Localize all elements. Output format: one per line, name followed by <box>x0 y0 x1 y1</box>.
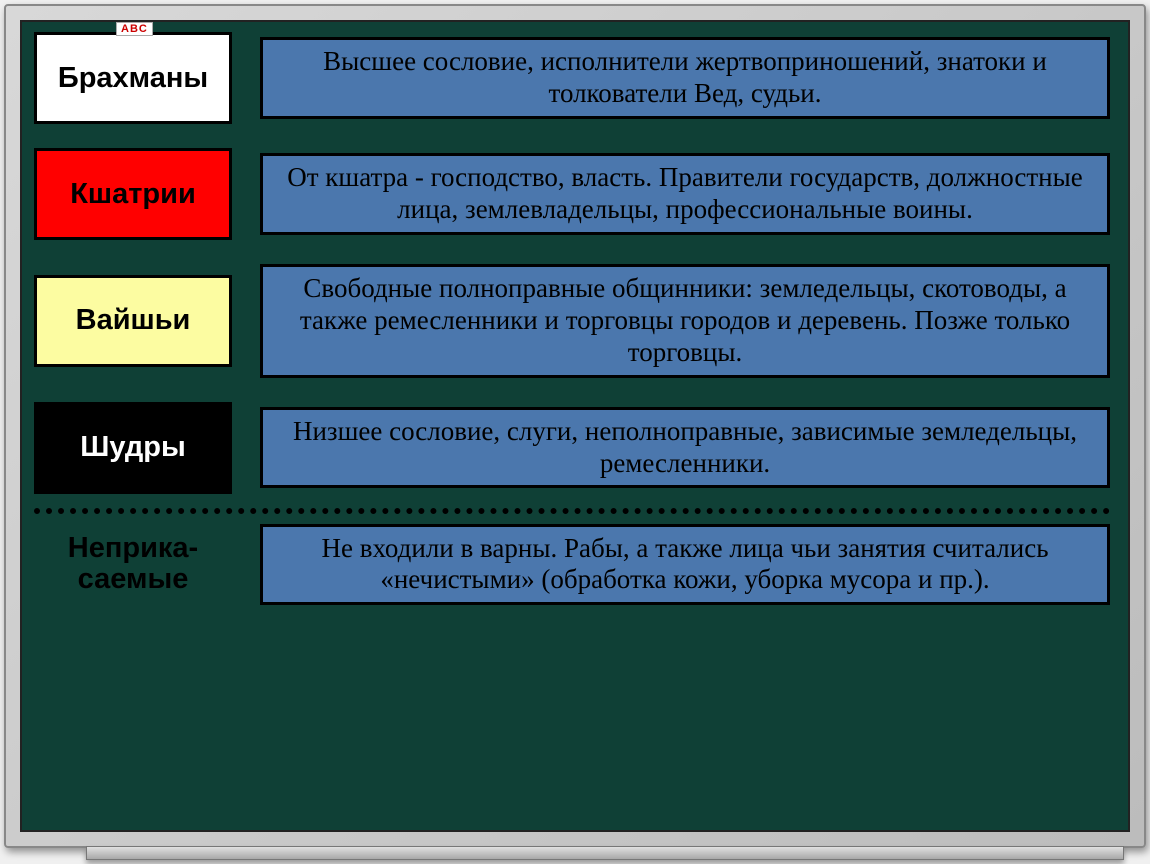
abc-tag: ABC <box>116 22 153 36</box>
row-kshatriyas: Кшатрии От кшатра - господство, власть. … <box>34 148 1110 240</box>
desc-brahmans: Высшее сословие, исполнители жертвоприно… <box>260 37 1110 119</box>
label-vaishyas: Вайшьи <box>34 275 232 367</box>
marker-tray <box>86 846 1124 860</box>
divider-line <box>34 508 1110 514</box>
label-brahmans: Брахманы <box>34 32 232 124</box>
desc-vaishyas: Свободные полноправные общинники: землед… <box>260 264 1110 378</box>
row-shudras: Шудры Низшее сословие, слуги, неполнопра… <box>34 402 1110 494</box>
desc-shudras: Низшее сословие, слуги, неполноправные, … <box>260 407 1110 489</box>
row-untouchables: Неприка- саемые Не входили в варны. Рабы… <box>34 524 1110 606</box>
desc-untouchables: Не входили в варны. Рабы, а также лица ч… <box>260 524 1110 606</box>
row-brahmans: Брахманы Высшее сословие, исполнители же… <box>34 32 1110 124</box>
whiteboard-frame: ABC Брахманы Высшее сословие, исполнител… <box>4 4 1146 848</box>
label-untouchables: Неприка- саемые <box>34 533 232 597</box>
row-vaishyas: Вайшьи Свободные полноправные общинники:… <box>34 264 1110 378</box>
label-kshatriyas: Кшатрии <box>34 148 232 240</box>
desc-kshatriyas: От кшатра - господство, власть. Правител… <box>260 153 1110 235</box>
label-shudras: Шудры <box>34 402 232 494</box>
varna-rows: Брахманы Высшее сословие, исполнители же… <box>34 32 1110 494</box>
board-surface: ABC Брахманы Высшее сословие, исполнител… <box>20 20 1130 832</box>
